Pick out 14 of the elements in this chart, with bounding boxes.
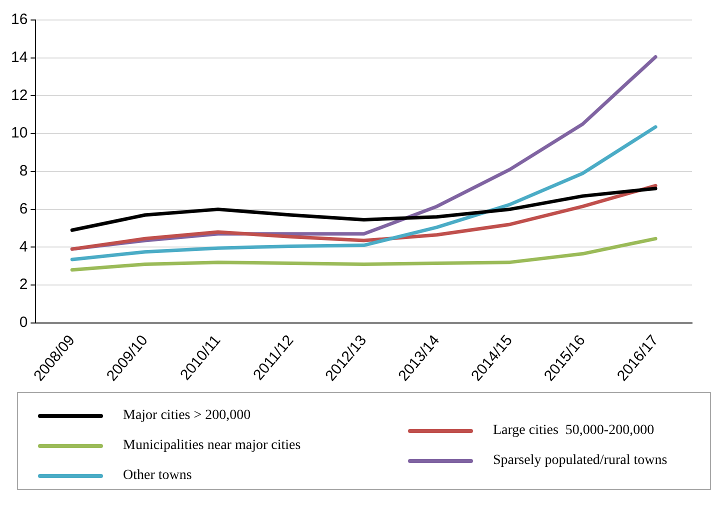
y-tick-label: 16 (10, 11, 28, 28)
y-tick-label: 12 (10, 86, 28, 104)
y-tick-label: 8 (19, 162, 28, 180)
legend-label: Other towns (123, 468, 192, 484)
y-tick-label: 0 (19, 314, 28, 332)
y-tick-label: 10 (10, 124, 28, 142)
legend-label: Major cities > 200,000 (123, 408, 251, 424)
legend-label: Sparsely populated/rural towns (493, 453, 668, 469)
y-tick-label: 6 (19, 200, 28, 218)
y-tick-label: 14 (10, 49, 28, 66)
y-tick-label: 4 (19, 238, 28, 256)
legend-label: Large cities 50,000-200,000 (493, 423, 654, 439)
y-tick-label: 2 (19, 276, 28, 294)
legend-label: Municipalities near major cities (123, 438, 301, 454)
